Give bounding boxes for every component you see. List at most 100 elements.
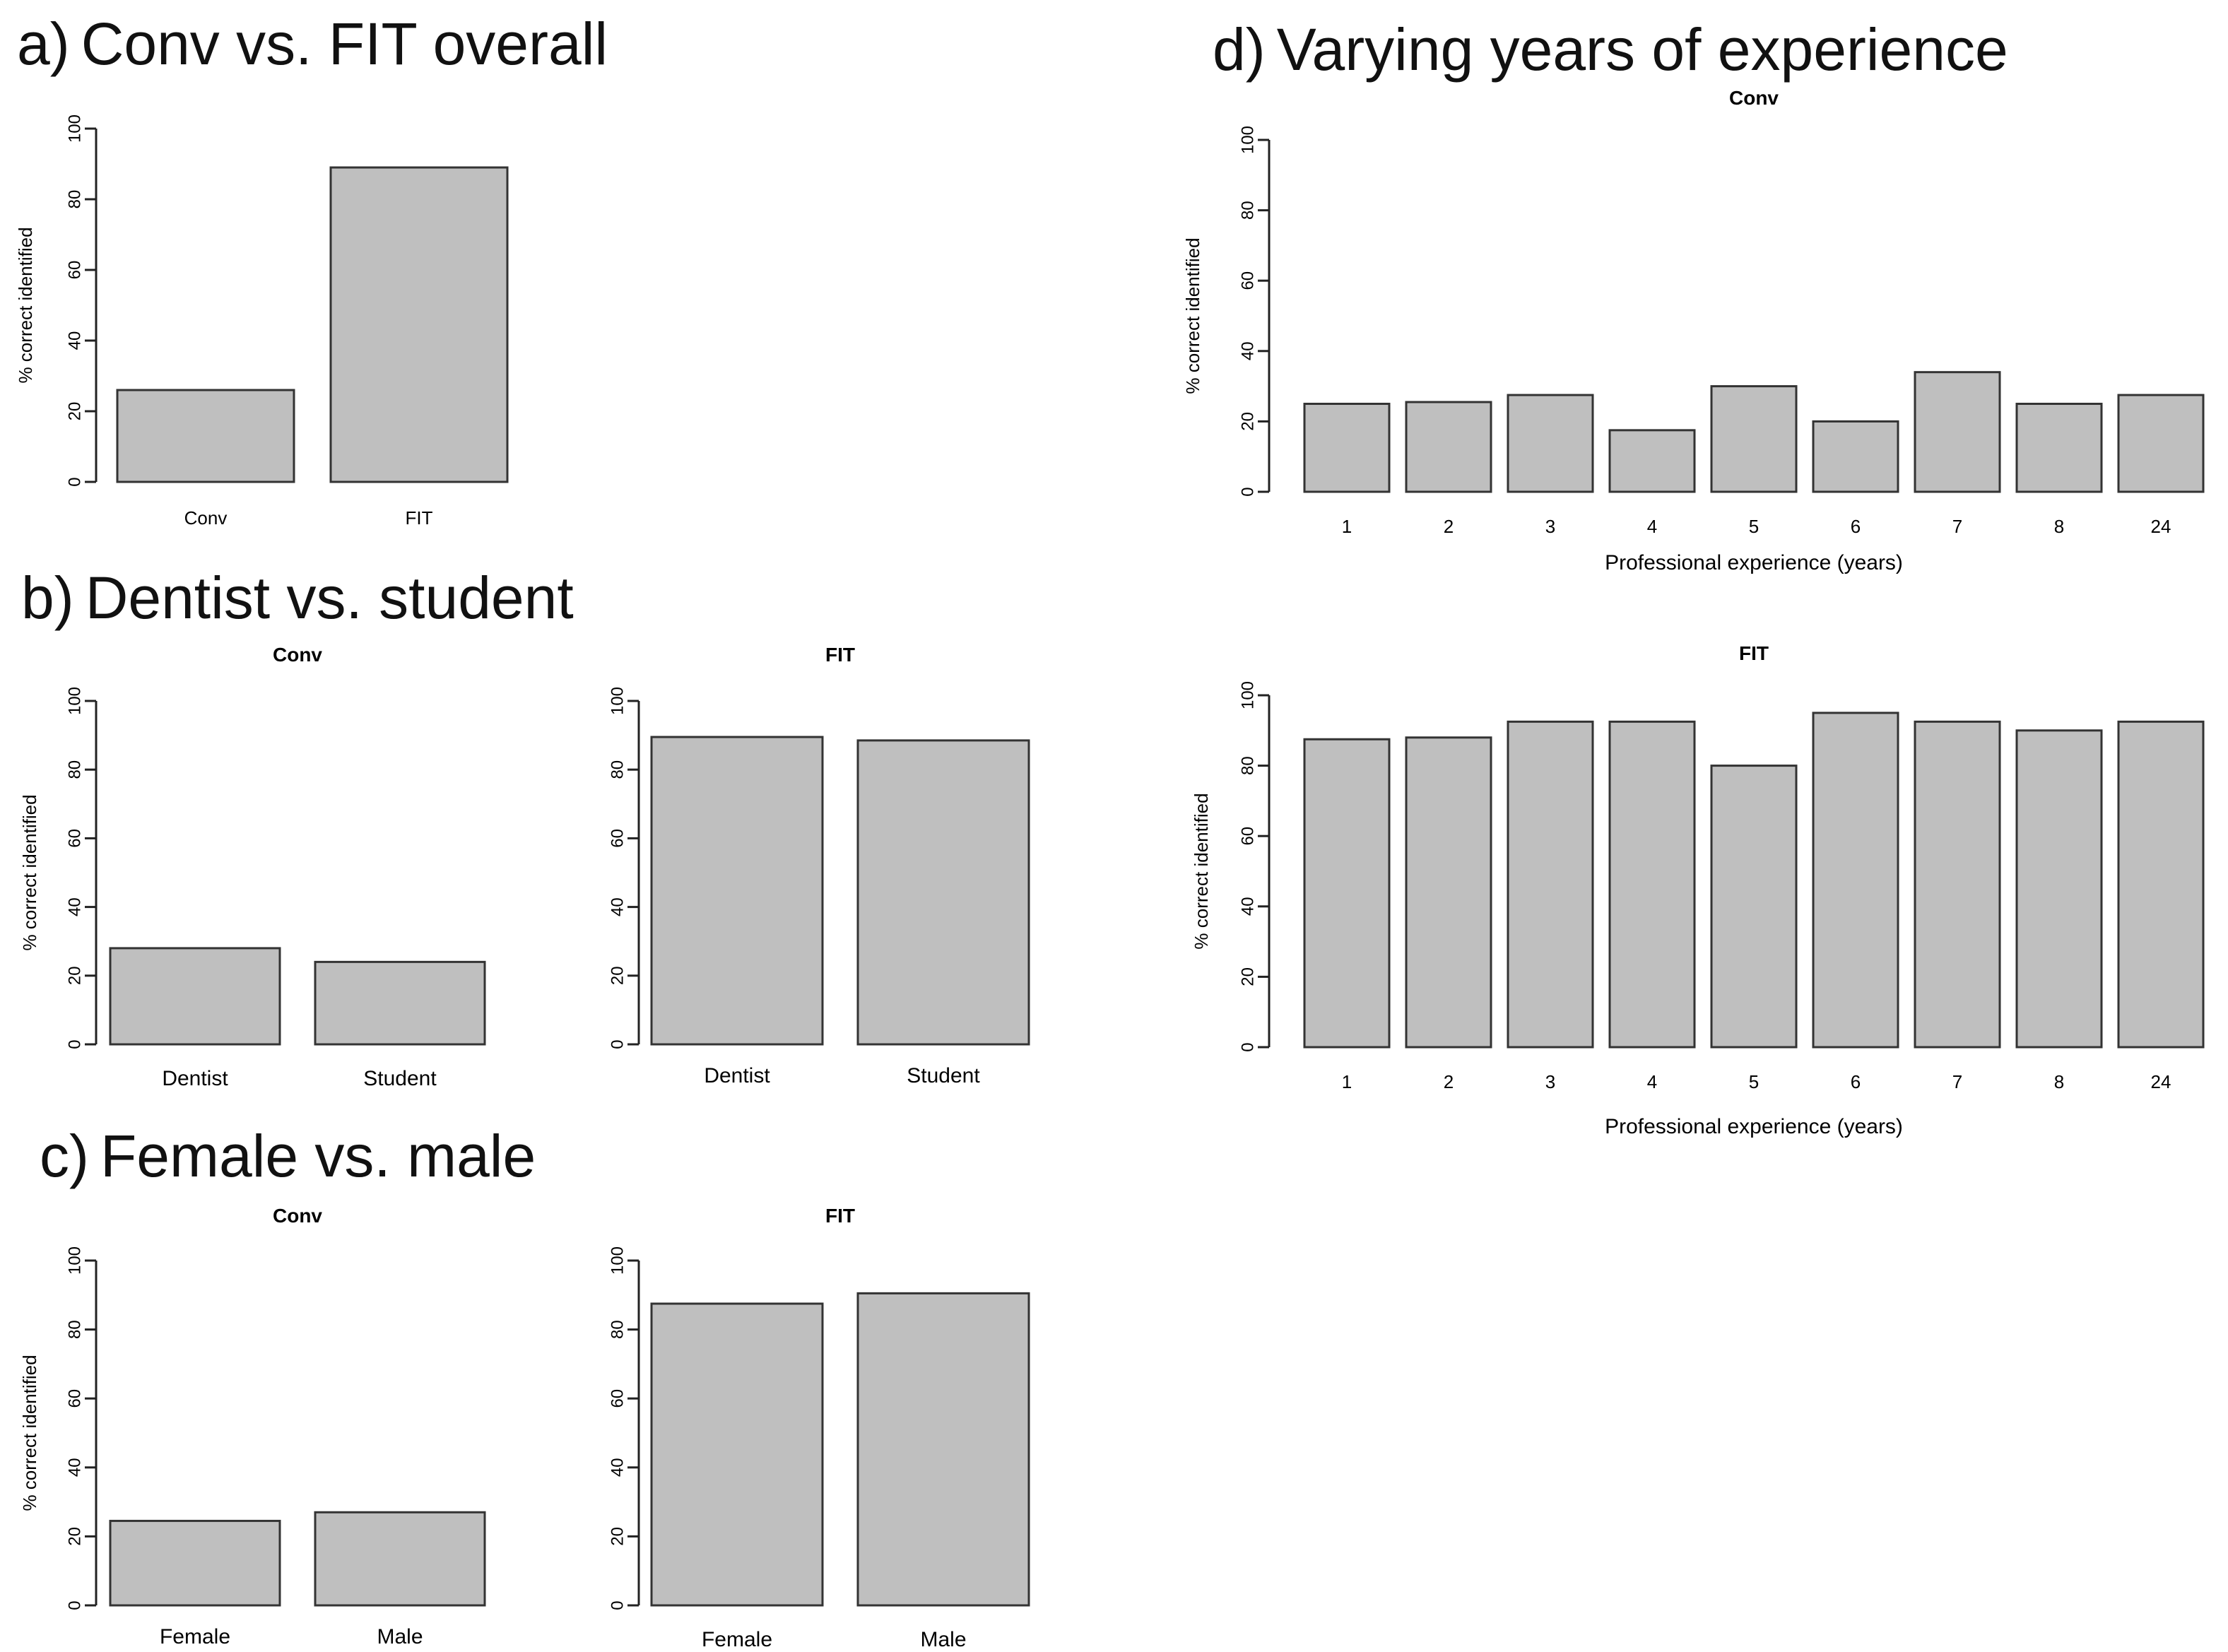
y-tick-label: 80 (66, 190, 85, 209)
y-tick-label: 40 (66, 897, 85, 916)
y-tick-label: 0 (66, 1039, 85, 1049)
y-tick-label: 40 (608, 897, 627, 916)
y-tick-label: 20 (66, 1527, 85, 1546)
y-tick-label: 60 (608, 829, 627, 848)
bar-3 (1507, 720, 1594, 1049)
category-label: Dentist (162, 1067, 228, 1090)
category-label: Student (363, 1067, 437, 1090)
bar-5 (1710, 385, 1798, 493)
bar-4 (1608, 429, 1696, 493)
y-tick-label: 60 (66, 1389, 85, 1408)
bar-7 (1914, 371, 2001, 493)
chart-b-conv: 0 20 40 60 80 100 % correct identified Dentist S… (19, 644, 486, 1090)
panel-b-letter: b) (21, 565, 74, 631)
panel-d-title: d) Varying years of experience (1213, 20, 2008, 79)
subplot-title: Conv (1729, 87, 1779, 109)
y-tick-label: 100 (1239, 681, 1258, 709)
panel-b-title: b) Dentist vs. student (21, 568, 574, 627)
panel-c-heading: Female vs. male (100, 1123, 536, 1189)
panel-d-letter: d) (1213, 16, 1266, 83)
y-tick-label: 20 (1239, 412, 1258, 431)
bar-24 (2117, 394, 2205, 493)
category-label: Dentist (704, 1064, 770, 1087)
category-label: 2 (1444, 1071, 1454, 1092)
x-axis-label: Professional experience (years) (1605, 551, 1903, 574)
bar-2 (1405, 736, 1492, 1049)
y-axis-label: % correct identified (19, 794, 40, 950)
y-tick-label: 80 (66, 1320, 85, 1339)
y-tick-label: 60 (66, 829, 85, 848)
panel-a-title: a) Conv vs. FIT overall (17, 14, 608, 73)
bar-male (856, 1292, 1030, 1607)
category-label: 8 (2054, 1071, 2064, 1092)
category-label: Female (702, 1628, 772, 1651)
y-tick-label: 60 (1239, 827, 1258, 846)
category-label: 7 (1952, 1071, 1962, 1092)
category-label: 6 (1851, 516, 1861, 537)
category-label: 4 (1647, 516, 1657, 537)
y-axis-label: % correct identified (19, 1355, 40, 1511)
category-label: Female (160, 1625, 230, 1648)
y-tick-label: 100 (608, 687, 627, 715)
bar-dentist (109, 947, 281, 1046)
panel-c-letter: c) (40, 1123, 89, 1189)
y-tick-label: 0 (66, 477, 85, 486)
bar-5 (1710, 765, 1798, 1049)
y-tick-label: 0 (1239, 1042, 1258, 1051)
y-tick-label: 60 (66, 261, 85, 280)
y-tick-label: 100 (66, 687, 85, 715)
y-tick-label: 80 (66, 760, 85, 779)
y-tick-label: 80 (1239, 756, 1258, 775)
y-tick-label: 40 (66, 331, 85, 350)
chart-d-fit: 0 20 40 60 80 100 % correct identified 1 2 3 4 5 6 7 8… (1191, 642, 2205, 1138)
y-tick-label: 100 (66, 1246, 85, 1275)
y-tick-label: 20 (608, 966, 627, 985)
bar-6 (1812, 712, 1899, 1049)
category-label: Male (377, 1625, 423, 1648)
panel-d-heading: Varying years of experience (1276, 16, 2008, 83)
y-tick-label: 40 (66, 1458, 85, 1477)
bar-24 (2117, 720, 2205, 1049)
category-label: 5 (1749, 1071, 1759, 1092)
bar-male (314, 1511, 486, 1607)
y-tick-label: 0 (608, 1600, 627, 1610)
chart-b-fit: 0 20 40 60 80 100 Dentist Student FIT (608, 644, 1030, 1087)
chart-a: 0 20 40 60 80 100 % correct identified Conv FIT (15, 114, 509, 529)
category-label: Student (907, 1064, 980, 1087)
bar-student (314, 960, 486, 1046)
bar-6 (1812, 420, 1899, 493)
y-tick-label: 0 (66, 1600, 85, 1610)
category-label: 3 (1545, 1071, 1555, 1092)
category-label: Conv (184, 507, 228, 529)
y-tick-label: 40 (1239, 341, 1258, 360)
bar-female (109, 1519, 281, 1607)
y-tick-label: 100 (1239, 126, 1258, 154)
category-label: 7 (1952, 516, 1962, 537)
y-tick-label: 80 (608, 1320, 627, 1339)
bar-conv (116, 389, 295, 483)
y-tick-label: 80 (608, 760, 627, 779)
panel-b-heading: Dentist vs. student (85, 565, 574, 631)
y-tick-label: 20 (66, 966, 85, 985)
y-tick-label: 20 (66, 402, 85, 421)
y-tick-label: 100 (608, 1246, 627, 1275)
bar-8 (2015, 403, 2103, 493)
subplot-title: FIT (825, 1205, 855, 1227)
panel-a-heading: Conv vs. FIT overall (81, 11, 608, 77)
y-tick-label: 20 (608, 1527, 627, 1546)
panel-c-title: c) Female vs. male (40, 1126, 536, 1186)
chart-d-conv: 0 20 40 60 80 100 % correct identified 1 2 3 4 5 6 7 8… (1182, 87, 2205, 574)
category-label: 4 (1647, 1071, 1657, 1092)
bar-8 (2015, 729, 2103, 1049)
bar-2 (1405, 401, 1492, 493)
y-axis-label: % correct identified (15, 227, 36, 383)
y-tick-label: 80 (1239, 201, 1258, 220)
category-label: 6 (1851, 1071, 1861, 1092)
category-label: 1 (1342, 1071, 1352, 1092)
chart-c-conv: 0 20 40 60 80 100 % correct identified Female Ma… (19, 1205, 486, 1648)
y-tick-label: 0 (1239, 487, 1258, 496)
category-label: 5 (1749, 516, 1759, 537)
bar-7 (1914, 720, 2001, 1049)
bar-dentist (650, 736, 824, 1046)
category-label: 3 (1545, 516, 1555, 537)
